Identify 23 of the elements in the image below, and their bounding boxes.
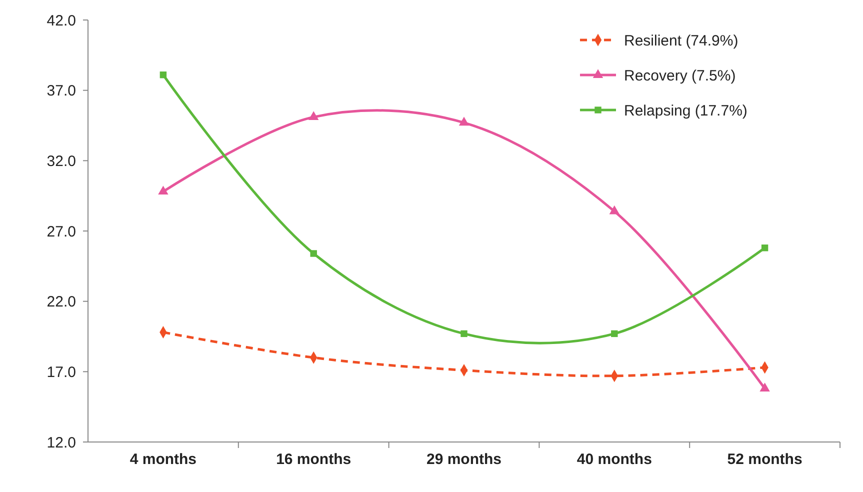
- y-tick-label: 37.0: [46, 82, 76, 100]
- point: [761, 244, 768, 252]
- point: [458, 116, 470, 126]
- x-tick-label: 52 months: [727, 451, 802, 468]
- point: [310, 250, 317, 257]
- y-tick-label: 32.0: [46, 152, 76, 170]
- point: [460, 330, 468, 338]
- y-tick-label: 17.0: [46, 364, 76, 381]
- point: [308, 111, 319, 120]
- y-tick-label: 12.0: [46, 434, 76, 452]
- y-tick-label: 42.0: [46, 12, 76, 30]
- y-tick-label: 22.0: [46, 294, 76, 311]
- legend-label: Recovery (7.5%): [624, 67, 736, 84]
- y-tick-label: 27.0: [46, 223, 76, 240]
- point: [158, 186, 168, 195]
- point: [609, 205, 620, 214]
- x-tick-label: 29 months: [426, 451, 502, 468]
- x-tick-label: 16 months: [276, 451, 352, 468]
- x-tick-label: 4 months: [130, 451, 197, 468]
- point: [611, 330, 618, 338]
- legend-label: Resilient (74.9%): [624, 32, 738, 50]
- x-tick-label: 40 months: [576, 451, 652, 468]
- legend-label: Relapsing (17.7%): [624, 102, 748, 120]
